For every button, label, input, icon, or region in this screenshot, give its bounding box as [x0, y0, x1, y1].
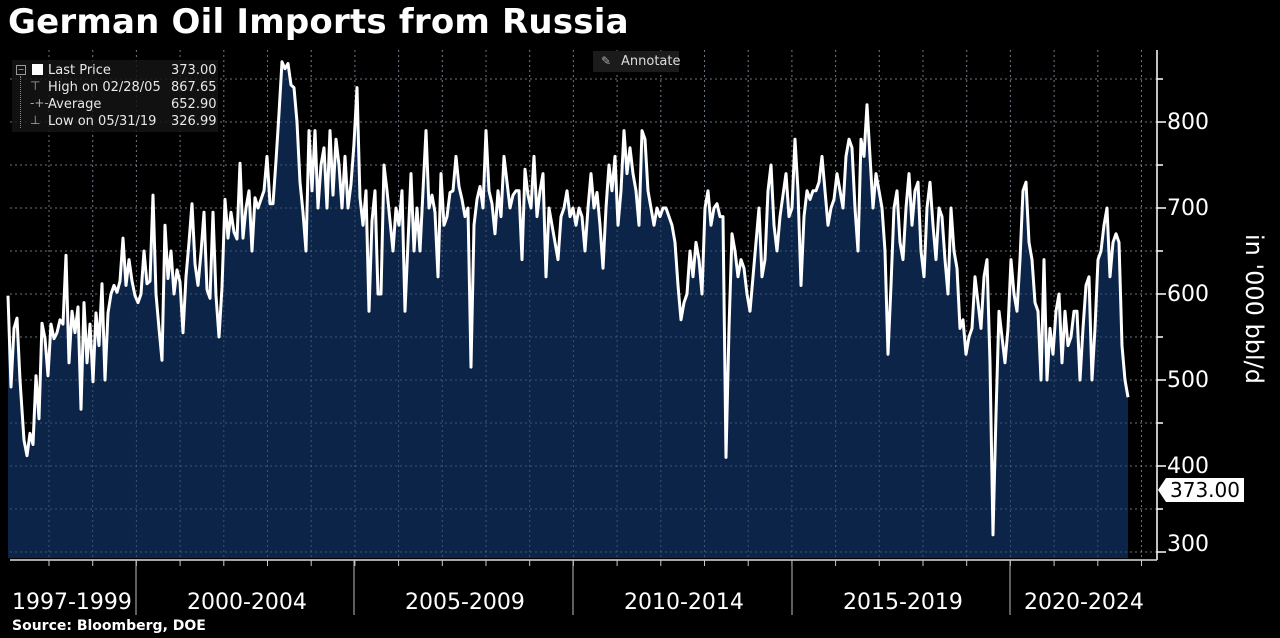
- annotate-label: Annotate: [621, 54, 681, 69]
- x-period-2020-2024: 2020-2024: [1024, 590, 1144, 615]
- legend-low-value: 326.99: [171, 114, 217, 129]
- y-axis-ticks: [1157, 78, 1166, 553]
- legend-average-value: 652.90: [171, 97, 217, 112]
- legend-last-price-value: 373.00: [171, 63, 217, 78]
- legend-tree-line: [20, 76, 22, 128]
- y-axis-title: in '000 bbl/d: [1240, 234, 1268, 384]
- price-line: [6, 60, 1130, 537]
- last-price-swatch-icon: [32, 64, 43, 75]
- high-marker-icon: ⊤: [30, 79, 41, 93]
- y-tick-800: 800: [1167, 110, 1209, 135]
- x-period-2005-2009: 2005-2009: [405, 590, 525, 615]
- y-tick-300: 300: [1167, 532, 1209, 557]
- legend-low-label: Low on 05/31/19: [48, 114, 157, 129]
- legend-high-label: High on 02/28/05: [48, 80, 161, 95]
- last-value-tag: 373.00: [1158, 478, 1244, 502]
- low-marker-icon: ⊥: [30, 113, 41, 127]
- area-fill: [8, 61, 1128, 559]
- collapse-icon[interactable]: −: [16, 65, 26, 75]
- y-tick-400: 400: [1167, 454, 1209, 479]
- x-period-2010-2014: 2010-2014: [624, 590, 744, 615]
- x-axis-ticks: [48, 560, 1142, 615]
- x-period-2000-2004: 2000-2004: [187, 590, 307, 615]
- legend-average-label: Average: [48, 97, 102, 112]
- pencil-icon: ✎: [601, 54, 612, 68]
- x-period-2015-2019: 2015-2019: [843, 590, 963, 615]
- x-period-1997-1999: 1997-1999: [12, 590, 132, 615]
- legend-last-price-label: Last Price: [48, 63, 111, 78]
- legend-panel: − Last Price 373.00 ⊤ High on 02/28/05 8…: [12, 60, 218, 132]
- y-tick-600: 600: [1167, 282, 1209, 307]
- annotate-button[interactable]: ✎ Annotate: [593, 51, 681, 72]
- legend-high-value: 867.65: [171, 80, 217, 95]
- y-tick-700: 700: [1167, 196, 1209, 221]
- source-note: Source: Bloomberg, DOE: [12, 618, 206, 634]
- average-marker-icon: -+-: [30, 96, 49, 110]
- y-tick-500: 500: [1167, 368, 1209, 393]
- chart-title: German Oil Imports from Russia: [8, 2, 629, 42]
